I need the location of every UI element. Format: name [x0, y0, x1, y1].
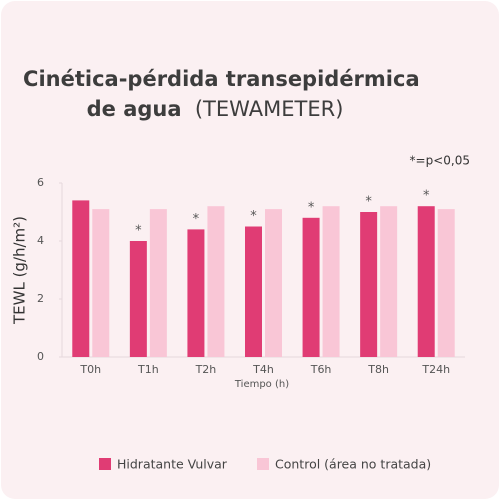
legend-label: Control (área no tratada) — [275, 457, 431, 472]
legend-label: Hidratante Vulvar — [117, 457, 228, 472]
bar — [380, 206, 398, 357]
bar — [92, 209, 110, 357]
x-tick-label: T4h — [252, 363, 274, 376]
significance-marker: * — [365, 195, 372, 210]
bar — [302, 217, 320, 357]
legend-swatch — [257, 458, 269, 470]
bar — [187, 229, 205, 357]
title-note: (TEWAMETER) — [195, 97, 344, 121]
bar — [149, 209, 167, 357]
y-tick-label: 2 — [37, 292, 44, 305]
significance-marker: * — [250, 209, 257, 224]
x-axis-label: Tiempo (h) — [234, 379, 289, 390]
y-tick-label: 6 — [37, 176, 44, 189]
x-tick-label: T6h — [310, 363, 332, 376]
bar — [322, 206, 340, 357]
x-tick-label: T1h — [137, 363, 159, 376]
title-line: Cinética-pérdida transepidérmica — [23, 67, 420, 91]
significance-marker: * — [193, 212, 200, 227]
x-tick-label: T2h — [195, 363, 217, 376]
legend-swatch — [99, 458, 111, 470]
bar — [129, 241, 147, 357]
annotation: *=p<0,05 — [410, 154, 470, 168]
y-tick-label: 0 — [37, 350, 44, 363]
x-tick-label: T0h — [79, 363, 101, 376]
significance-marker: * — [135, 224, 142, 239]
bar — [437, 209, 455, 357]
bar — [207, 206, 225, 357]
significance-marker: * — [308, 200, 315, 215]
significance-marker: * — [423, 189, 430, 204]
bar — [72, 200, 90, 357]
bar — [417, 206, 435, 357]
y-axis-label: TEWL (g/h/m²) — [11, 216, 29, 325]
chart-title: Cinética-pérdida transepidérmica de agua… — [23, 67, 427, 121]
bar — [265, 209, 282, 357]
bar — [245, 226, 262, 357]
title-line: de agua — [87, 97, 182, 121]
bar — [360, 212, 378, 357]
y-tick-label: 4 — [37, 234, 44, 247]
x-tick-label: T24h — [421, 363, 450, 376]
x-tick-label: T8h — [367, 363, 389, 376]
